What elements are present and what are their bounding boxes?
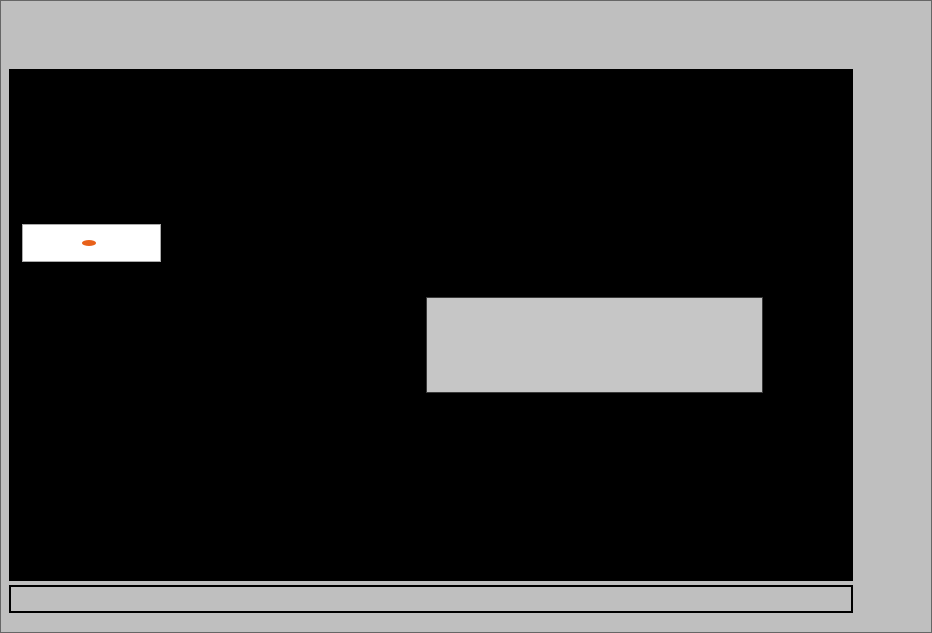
chart-legend: [426, 297, 763, 393]
steel-market-update-logo: [23, 225, 160, 261]
x-axis: [9, 585, 853, 613]
logo-steel-badge: [81, 240, 96, 246]
y-axis: [859, 1, 929, 632]
